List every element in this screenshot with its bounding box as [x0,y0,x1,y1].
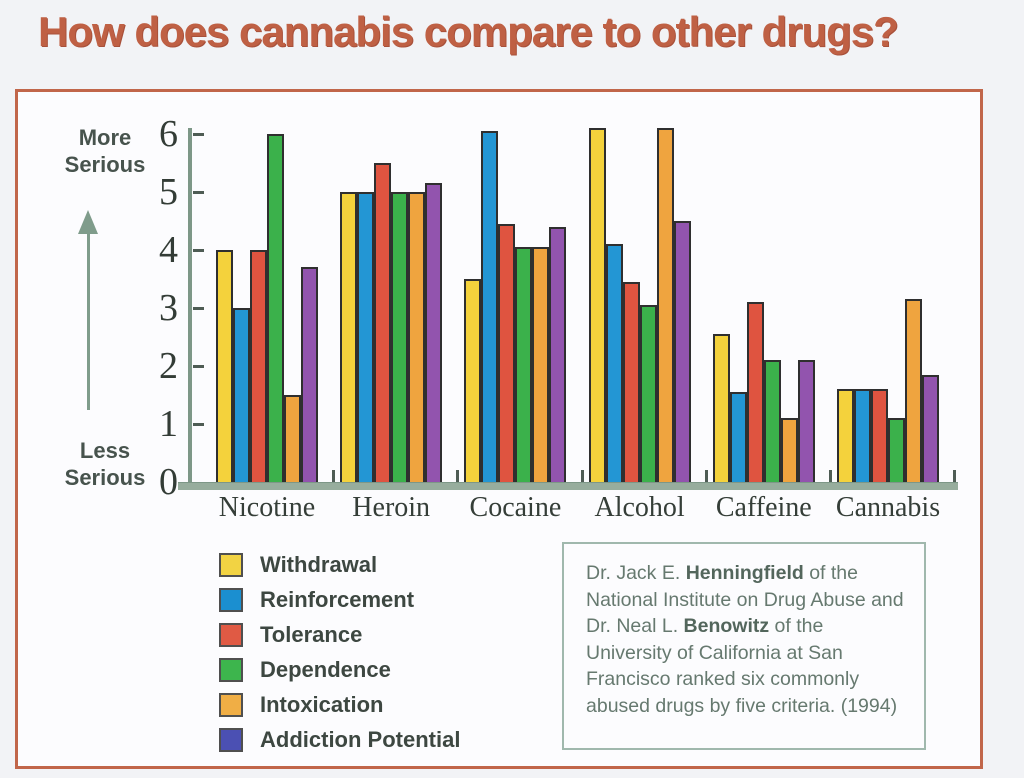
source-text: of the University of California at San F… [586,615,898,717]
y-axis-tick-label: 4 [159,229,178,271]
y-axis-tick-label: 1 [159,403,178,445]
legend-label: Withdrawal [260,551,378,577]
legend-label: Dependence [260,656,391,682]
bar-alcohol-intoxication [656,128,674,482]
y-axis-tick-label: 6 [159,113,178,155]
bar-heroin-addiction-potential [425,183,443,482]
bar-heroin-dependence [391,192,409,482]
y-axis-tick-mark [193,133,204,136]
bar-cannabis-addiction-potential [922,374,939,482]
y-axis-line [188,128,192,487]
bar-caffeine-addiction-potential [797,360,815,482]
category-label-heroin: Heroin [352,492,431,523]
legend-swatch-tolerance [219,622,243,647]
bar-cannabis-tolerance [871,389,888,482]
legend-label: Tolerance [260,621,363,647]
y-axis-tick-label: 3 [159,287,178,329]
bar-cocaine-intoxication [532,247,550,482]
legend-label: Intoxication [260,691,384,717]
category-label-cannabis: Cannabis [835,492,941,523]
y-axis-tick-mark [193,423,204,426]
x-axis-tick-mark [580,470,584,482]
legend-item: Addiction Potential [219,722,460,757]
bar-caffeine-withdrawal [712,334,730,482]
bar-nicotine-reinforcement [233,308,250,482]
bar-caffeine-intoxication [780,418,798,482]
bar-cannabis-reinforcement [854,389,871,482]
bar-cocaine-dependence [515,247,533,482]
legend-label: Addiction Potential [260,726,461,752]
source-author-name: Benowitz [683,615,770,637]
bar-cannabis-intoxication [905,299,922,482]
y-axis-tick-label: 0 [159,461,178,503]
legend-item: Dependence [219,652,460,687]
y-axis-less-serious-label: Less Serious [64,438,146,490]
bar-cannabis-withdrawal [837,389,854,482]
up-arrow-shaft [87,232,90,410]
bar-nicotine-withdrawal [216,250,233,482]
bar-alcohol-addiction-potential [673,221,691,482]
chart-frame: More Serious Less Serious 0 1 2 3 4 5 6 Nicoti… [15,89,983,769]
legend-item: Reinforcement [219,582,460,617]
x-axis-tick-mark [332,470,336,482]
bar-nicotine-dependence [267,134,284,482]
y-axis-tick-label: 5 [159,171,178,213]
bar-nicotine-tolerance [250,250,267,482]
legend-swatch-intoxication [219,692,243,717]
category-label-alcohol: Alcohol [594,492,685,523]
category-label-caffeine: Caffeine [715,492,812,523]
bar-alcohol-tolerance [622,281,640,482]
legend-item: Withdrawal [219,547,460,582]
category-label-cocaine: Cocaine [469,492,562,523]
bar-alcohol-dependence [639,305,657,482]
bar-heroin-intoxication [408,192,426,482]
y-axis-more-serious-label: More Serious [64,125,146,177]
page-title: How does cannabis compare to other drugs… [38,8,899,55]
y-axis-tick-mark [193,307,204,310]
y-axis-tick-mark [193,365,204,368]
bar-caffeine-tolerance [746,302,764,482]
bar-alcohol-withdrawal [588,128,606,482]
bar-cannabis-dependence [888,418,905,482]
bar-cocaine-reinforcement [481,131,499,482]
y-axis-tick-mark [193,249,204,252]
bar-cocaine-tolerance [498,223,516,482]
source-author-name: Henningfield [685,562,804,584]
x-axis-tick-mark [704,470,708,482]
bar-alcohol-reinforcement [605,244,623,482]
y-axis-tick-label: 2 [159,345,178,387]
x-axis-tick-mark [456,470,460,482]
bar-heroin-withdrawal [340,192,358,482]
bar-caffeine-reinforcement [729,392,747,482]
legend-swatch-addiction-potential [219,727,243,752]
x-axis-tick-mark [953,470,957,482]
source-citation-box: Dr. Jack E. Henningfield of the National… [562,542,926,750]
bar-cocaine-addiction-potential [549,226,567,482]
bar-nicotine-addiction-potential [301,267,318,482]
source-text: of the National Institute on Drug Abuse … [586,562,904,637]
chart-legend: Withdrawal Reinforcement Tolerance Dependen… [219,547,460,757]
source-text: Dr. Jack E. [586,562,686,584]
legend-swatch-dependence [219,657,243,682]
up-arrow-icon [78,210,98,234]
bar-nicotine-intoxication [284,395,301,482]
bar-heroin-tolerance [374,163,392,482]
legend-item: Intoxication [219,687,460,722]
legend-label: Reinforcement [260,586,415,612]
bar-caffeine-dependence [763,360,781,482]
legend-swatch-withdrawal [219,552,243,577]
y-axis-tick-mark [193,191,204,194]
legend-swatch-reinforcement [219,587,243,612]
category-label-nicotine: Nicotine [218,492,316,523]
legend-item: Tolerance [219,617,460,652]
bar-cocaine-withdrawal [464,279,482,482]
bar-heroin-reinforcement [357,192,375,482]
x-axis-tick-mark [829,470,832,482]
x-axis-baseline [178,482,958,490]
